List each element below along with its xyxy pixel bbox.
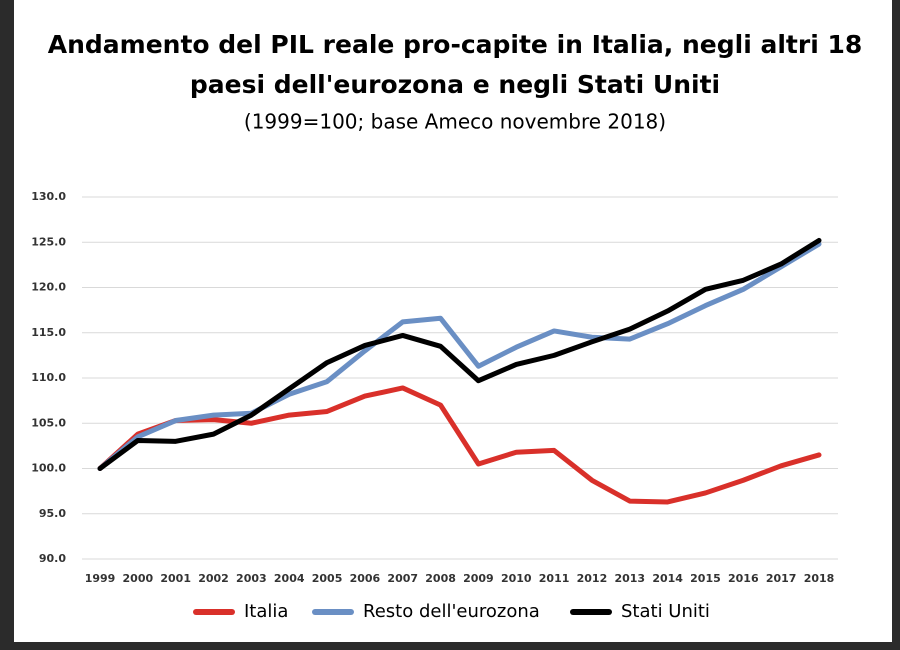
chart-subtitle: (1999=100; base Ameco novembre 2018) bbox=[244, 110, 666, 134]
y-tick-label: 105.0 bbox=[31, 416, 66, 429]
x-tick-label: 2013 bbox=[614, 572, 645, 585]
x-tick-label: 2003 bbox=[236, 572, 267, 585]
data-line bbox=[97, 241, 822, 471]
x-tick-label: 2009 bbox=[463, 572, 494, 585]
x-tick-label: 2015 bbox=[690, 572, 721, 585]
x-tick-label: 2010 bbox=[501, 572, 532, 585]
x-tick-label: 2008 bbox=[425, 572, 456, 585]
x-tick-label: 2018 bbox=[804, 572, 835, 585]
y-tick-label: 90.0 bbox=[39, 552, 66, 565]
x-tick-label: 2006 bbox=[350, 572, 381, 585]
x-tick-label: 2001 bbox=[160, 572, 191, 585]
x-tick-label: 2014 bbox=[652, 572, 683, 585]
legend-label: Stati Uniti bbox=[621, 601, 710, 622]
y-tick-label: 120.0 bbox=[31, 281, 66, 294]
x-tick-label: 2012 bbox=[577, 572, 608, 585]
x-tick-label: 2016 bbox=[728, 572, 759, 585]
chart-title: Andamento del PIL reale pro-capite in It… bbox=[48, 30, 863, 59]
y-tick-label: 95.0 bbox=[39, 507, 66, 520]
x-tick-label: 2002 bbox=[198, 572, 229, 585]
x-tick-label: 2011 bbox=[539, 572, 570, 585]
data-line bbox=[97, 237, 822, 471]
panel bbox=[14, 0, 892, 642]
legend-label: Italia bbox=[244, 601, 288, 622]
data-line bbox=[97, 385, 822, 505]
y-tick-label: 130.0 bbox=[31, 190, 66, 203]
y-tick-label: 110.0 bbox=[31, 371, 66, 384]
legend-label: Resto dell'eurozona bbox=[363, 601, 540, 622]
y-tick-label: 125.0 bbox=[31, 235, 66, 248]
x-tick-label: 2007 bbox=[387, 572, 418, 585]
x-tick-label: 2017 bbox=[766, 572, 797, 585]
chart-title: paesi dell'eurozona e negli Stati Uniti bbox=[190, 70, 720, 99]
y-tick-label: 100.0 bbox=[31, 462, 66, 475]
x-tick-label: 1999 bbox=[85, 572, 116, 585]
x-tick-label: 2005 bbox=[312, 572, 343, 585]
x-tick-label: 2004 bbox=[274, 572, 305, 585]
y-tick-label: 115.0 bbox=[31, 326, 66, 339]
x-tick-label: 2000 bbox=[123, 572, 154, 585]
